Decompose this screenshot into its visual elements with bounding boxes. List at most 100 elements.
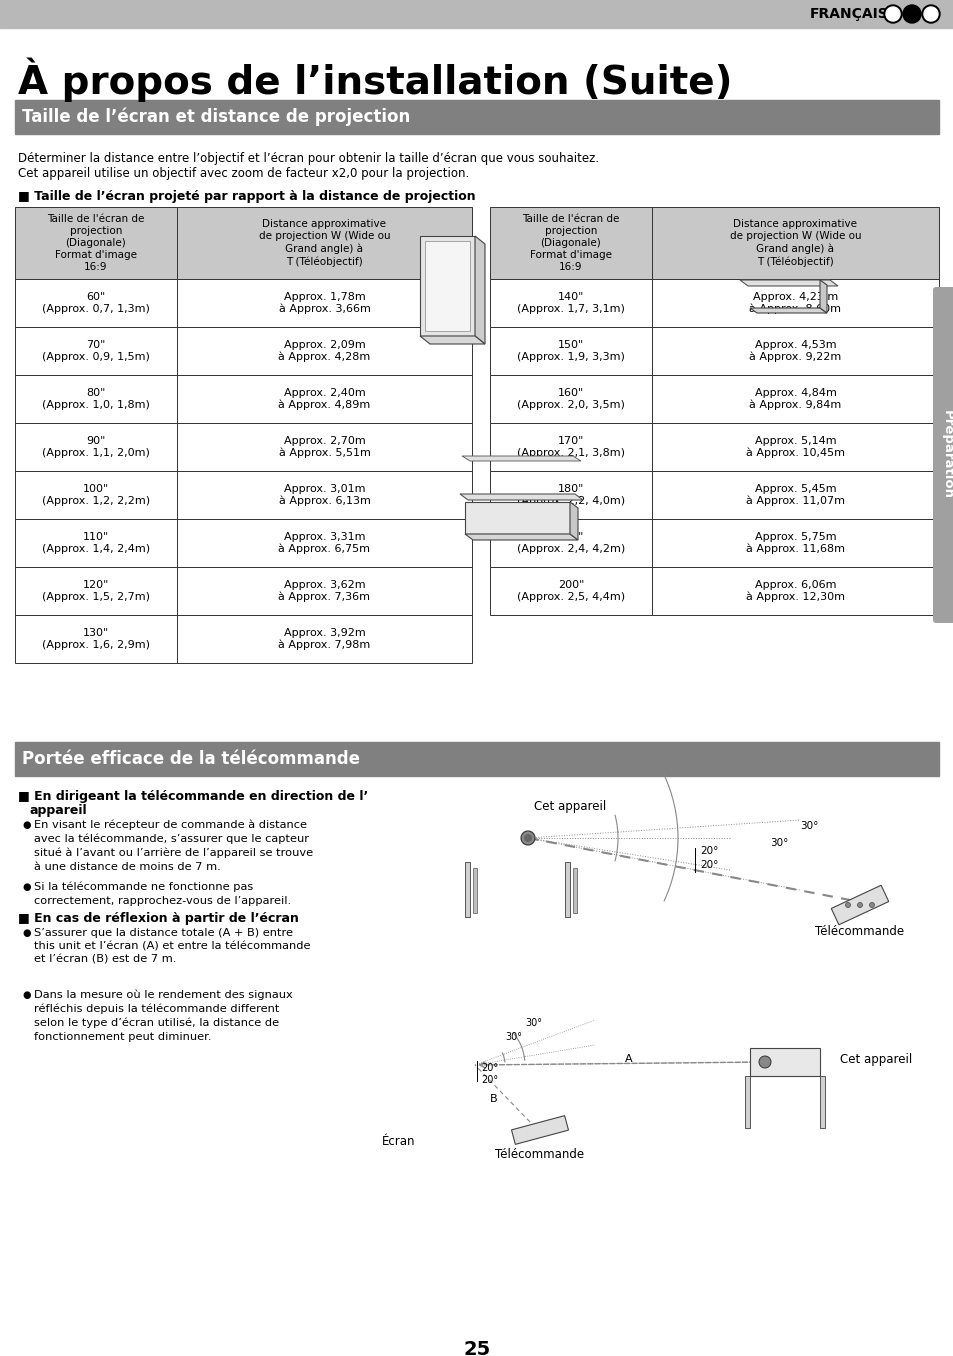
Polygon shape <box>820 279 826 313</box>
Bar <box>490 567 651 616</box>
Text: Écran: Écran <box>381 1135 415 1149</box>
Bar <box>15 327 177 376</box>
Bar <box>0 0 953 28</box>
Bar <box>490 207 651 279</box>
Text: 30°: 30° <box>769 838 787 848</box>
Circle shape <box>523 834 532 842</box>
Bar <box>177 519 472 567</box>
Bar <box>820 1077 824 1128</box>
Text: Dans la mesure où le rendement des signaux
réfléchis depuis la télécommande diff: Dans la mesure où le rendement des signa… <box>34 990 293 1041</box>
Text: 150"
(Approx. 1,9, 3,3m): 150" (Approx. 1,9, 3,3m) <box>517 340 624 362</box>
Polygon shape <box>419 236 475 336</box>
Text: ●: ● <box>22 990 30 999</box>
Bar <box>749 1048 820 1077</box>
Text: Télécommande: Télécommande <box>495 1149 584 1161</box>
Bar <box>177 471 472 519</box>
Text: Approx. 5,75m
à Approx. 11,68m: Approx. 5,75m à Approx. 11,68m <box>745 532 844 555</box>
Text: 100"
(Approx. 1,2, 2,2m): 100" (Approx. 1,2, 2,2m) <box>42 484 150 506</box>
Bar <box>490 519 651 567</box>
Bar <box>177 423 472 471</box>
Text: Approx. 2,40m
à Approx. 4,89m: Approx. 2,40m à Approx. 4,89m <box>278 388 370 411</box>
Text: ●: ● <box>22 820 30 830</box>
Text: 60"
(Approx. 0,7, 1,3m): 60" (Approx. 0,7, 1,3m) <box>42 292 150 315</box>
Text: 90"
(Approx. 1,1, 2,0m): 90" (Approx. 1,1, 2,0m) <box>42 437 150 458</box>
Text: Taille de l'écran de
projection
(Diagonale)
Format d'image
16:9: Taille de l'écran de projection (Diagona… <box>521 214 619 273</box>
Bar <box>15 423 177 471</box>
Bar <box>490 279 651 327</box>
Polygon shape <box>569 502 578 540</box>
Circle shape <box>921 5 939 23</box>
Text: 20°: 20° <box>700 846 718 856</box>
Polygon shape <box>459 494 582 500</box>
Bar <box>15 567 177 616</box>
Text: Distance approximative
de projection W (Wide ou
Grand angle) à
T (Téléobjectif): Distance approximative de projection W (… <box>258 220 390 267</box>
Text: ●: ● <box>22 881 30 892</box>
Text: Approx. 5,14m
à Approx. 10,45m: Approx. 5,14m à Approx. 10,45m <box>745 435 844 458</box>
Text: Si la télécommande ne fonctionne pas
correctement, rapprochez-vous de l’appareil: Si la télécommande ne fonctionne pas cor… <box>34 881 291 906</box>
Circle shape <box>520 831 535 845</box>
Text: Approx. 4,23 m
à Approx. 8,60m: Approx. 4,23 m à Approx. 8,60m <box>749 292 841 315</box>
FancyBboxPatch shape <box>932 287 953 622</box>
Text: Approx. 2,70m
à Approx. 5,51m: Approx. 2,70m à Approx. 5,51m <box>278 435 370 458</box>
Text: 70"
(Approx. 0,9, 1,5m): 70" (Approx. 0,9, 1,5m) <box>42 340 150 362</box>
Text: Télécommande: Télécommande <box>815 925 903 938</box>
Bar <box>15 376 177 423</box>
Circle shape <box>868 903 874 907</box>
Text: S’assurer que la distance totale (A + B) entre
this unit et l’écran (A) et entre: S’assurer que la distance totale (A + B)… <box>34 928 310 964</box>
Bar <box>651 423 938 471</box>
Bar <box>651 279 938 327</box>
Bar <box>490 327 651 376</box>
Bar <box>744 1077 749 1128</box>
Text: 180"
(Approx. 2,2, 4,0m): 180" (Approx. 2,2, 4,0m) <box>517 484 624 506</box>
Text: 30°: 30° <box>524 1018 541 1028</box>
Text: 20°: 20° <box>480 1075 497 1085</box>
Bar <box>490 423 651 471</box>
Text: Taille de l'écran de
projection
(Diagonale)
Format d'image
16:9: Taille de l'écran de projection (Diagona… <box>48 214 145 273</box>
Bar <box>573 868 577 913</box>
Polygon shape <box>464 534 578 540</box>
Polygon shape <box>830 885 888 925</box>
Text: Préparation: Préparation <box>940 411 952 499</box>
Text: 30°: 30° <box>504 1032 521 1041</box>
Polygon shape <box>419 336 484 344</box>
Text: À propos de l’installation (Suite): À propos de l’installation (Suite) <box>18 58 732 102</box>
Bar <box>651 471 938 519</box>
Bar <box>651 567 938 616</box>
Text: Taille de l’écran et distance de projection: Taille de l’écran et distance de project… <box>22 107 410 126</box>
Circle shape <box>902 5 920 23</box>
Text: Approx. 1,78m
à Approx. 3,66m: Approx. 1,78m à Approx. 3,66m <box>278 292 370 315</box>
Bar <box>177 327 472 376</box>
Text: Approx. 2,09m
à Approx. 4,28m: Approx. 2,09m à Approx. 4,28m <box>278 340 370 362</box>
Text: Approx. 4,84m
à Approx. 9,84m: Approx. 4,84m à Approx. 9,84m <box>749 388 841 411</box>
Text: Portée efficace de la télécommande: Portée efficace de la télécommande <box>22 750 359 767</box>
Circle shape <box>885 7 899 20</box>
Bar <box>177 376 472 423</box>
Text: 20°: 20° <box>700 860 718 871</box>
Bar <box>564 862 569 917</box>
Text: 25: 25 <box>463 1340 490 1356</box>
Text: Approx. 6,06m
à Approx. 12,30m: Approx. 6,06m à Approx. 12,30m <box>745 579 844 602</box>
Text: A: A <box>624 1054 632 1063</box>
Bar <box>177 567 472 616</box>
Circle shape <box>857 903 862 907</box>
Polygon shape <box>475 236 484 344</box>
Polygon shape <box>740 279 837 286</box>
Polygon shape <box>464 502 569 534</box>
Polygon shape <box>511 1116 568 1144</box>
Text: ■ En dirigeant la télécommande en direction de l’: ■ En dirigeant la télécommande en direct… <box>18 791 368 803</box>
Bar <box>490 471 651 519</box>
Circle shape <box>883 5 901 23</box>
Text: Cet appareil: Cet appareil <box>534 800 605 814</box>
Text: appareil: appareil <box>30 804 88 818</box>
Bar <box>651 376 938 423</box>
Text: Approx. 4,53m
à Approx. 9,22m: Approx. 4,53m à Approx. 9,22m <box>749 340 841 362</box>
Text: 80"
(Approx. 1,0, 1,8m): 80" (Approx. 1,0, 1,8m) <box>42 388 150 410</box>
Text: 30°: 30° <box>800 820 818 831</box>
Bar <box>15 616 177 663</box>
Bar <box>651 519 938 567</box>
Bar <box>15 207 177 279</box>
Bar <box>15 279 177 327</box>
Bar <box>473 868 476 913</box>
Text: Approx. 3,31m
à Approx. 6,75m: Approx. 3,31m à Approx. 6,75m <box>278 532 370 555</box>
Text: 140"
(Approx. 1,7, 3,1m): 140" (Approx. 1,7, 3,1m) <box>517 292 624 315</box>
